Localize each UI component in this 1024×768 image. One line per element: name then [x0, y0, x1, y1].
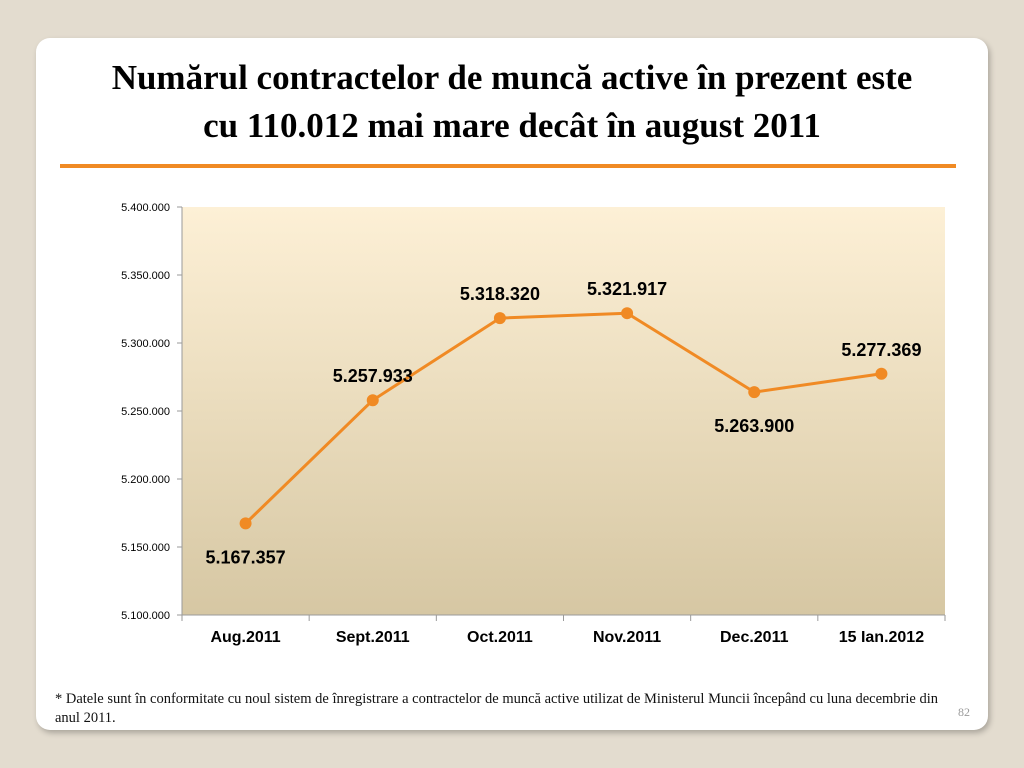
- y-tick-label: 5.300.000: [121, 338, 170, 350]
- x-tick-label: 15 Ian.2012: [839, 629, 925, 646]
- y-axis-ticks: 5.100.000 5.150.000 5.200.000 5.250.000 5.30…: [121, 202, 182, 622]
- data-label: 5.318.320: [460, 284, 540, 304]
- data-point: [621, 307, 633, 319]
- x-tick-label: Nov.2011: [593, 629, 661, 646]
- data-point: [494, 312, 506, 324]
- data-label: 5.263.900: [714, 416, 794, 436]
- x-tick-label: Aug.2011: [210, 629, 280, 646]
- data-point: [367, 394, 379, 406]
- x-axis-ticks: Aug.2011 Sept.2011 Oct.2011 Nov.2011 Dec.201…: [182, 615, 945, 646]
- y-tick-label: 5.100.000: [121, 610, 170, 622]
- x-tick-label: Oct.2011: [467, 629, 533, 646]
- y-tick-label: 5.350.000: [121, 270, 170, 282]
- y-tick-label: 5.200.000: [121, 474, 170, 486]
- data-point: [748, 386, 760, 398]
- x-tick-label: Sept.2011: [336, 629, 410, 646]
- data-label: 5.277.369: [841, 340, 921, 360]
- plot-area: [182, 207, 945, 615]
- data-label: 5.257.933: [333, 366, 413, 386]
- data-point: [875, 368, 887, 380]
- y-tick-label: 5.250.000: [121, 406, 170, 418]
- y-tick-label: 5.150.000: [121, 542, 170, 554]
- data-point: [240, 517, 252, 529]
- y-tick-label: 5.400.000: [121, 202, 170, 214]
- page-number: 82: [958, 705, 970, 720]
- x-tick-label: Dec.2011: [720, 629, 789, 646]
- data-label: 5.321.917: [587, 279, 667, 299]
- footnote: * Datele sunt în conformitate cu noul si…: [55, 690, 955, 728]
- data-label: 5.167.357: [206, 547, 286, 567]
